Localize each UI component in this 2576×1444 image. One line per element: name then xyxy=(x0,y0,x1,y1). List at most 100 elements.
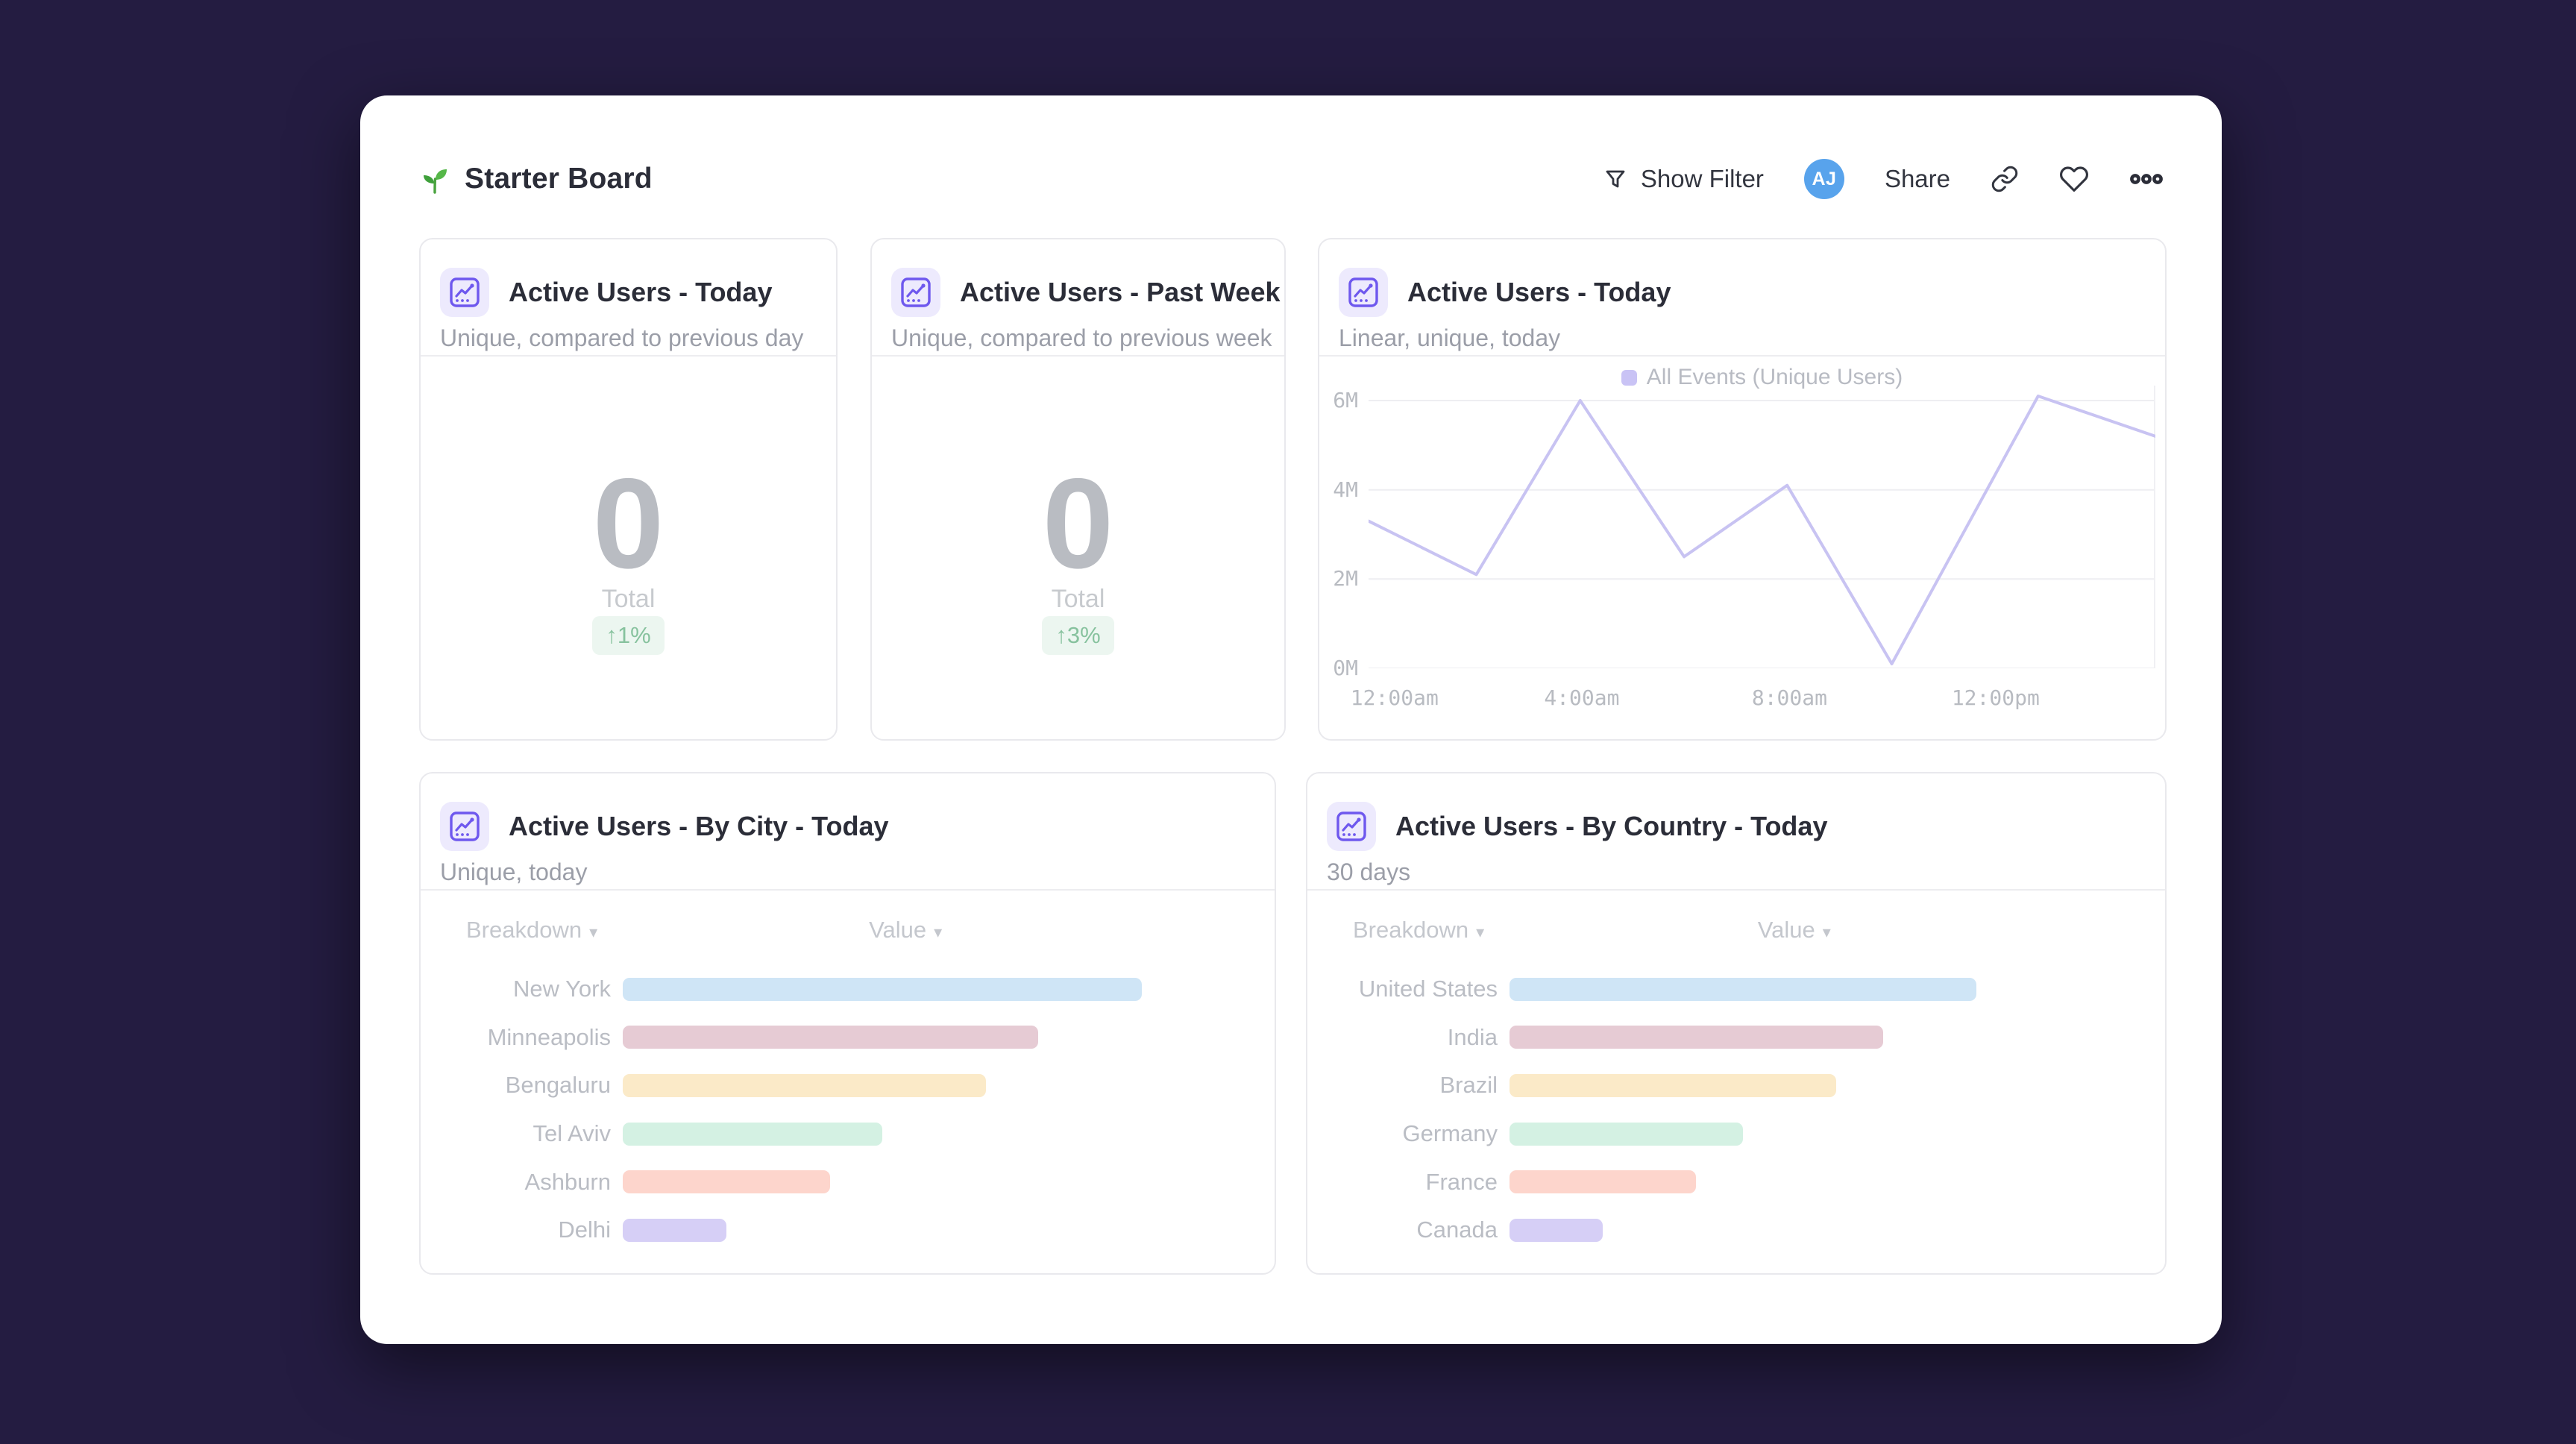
card-subtitle: Unique, compared to previous day xyxy=(440,324,804,351)
card-subtitle: Unique, compared to previous week xyxy=(891,324,1272,351)
value-column-dropdown[interactable]: Value ▾ xyxy=(869,917,943,943)
show-filter-label: Show Filter xyxy=(1640,165,1764,192)
kpi-badge-row: ↑1% xyxy=(421,616,836,655)
page-title: Starter Board xyxy=(465,163,653,195)
chart-icon xyxy=(440,268,489,317)
card-header: Active Users - Past Week Unique, compare… xyxy=(872,239,1284,357)
card-active-users-line-chart: Active Users - Today Linear, unique, tod… xyxy=(1318,238,2167,741)
row-label: Delhi xyxy=(558,1217,611,1243)
legend-swatch xyxy=(1621,369,1637,386)
value-bar xyxy=(623,1122,882,1146)
kpi-value-label: Total xyxy=(601,585,656,613)
delta-badge: ↑3% xyxy=(1042,616,1114,655)
card-subtitle: Linear, unique, today xyxy=(1339,324,1561,351)
row-label: Brazil xyxy=(1439,1072,1498,1099)
card-active-users-by-country: Active Users - By Country - Today 30 day… xyxy=(1306,772,2167,1275)
card-subtitle: 30 days xyxy=(1327,858,1411,885)
breakdown-column-dropdown[interactable]: Breakdown ▾ xyxy=(1353,917,1485,943)
kpi-value: 0 xyxy=(1042,452,1114,595)
line-series xyxy=(1369,395,2155,665)
bar-track xyxy=(623,1170,1142,1194)
bar-track xyxy=(623,977,1142,1001)
value-bar xyxy=(623,977,1142,1001)
line-chart-plot xyxy=(1369,386,2155,668)
row-label: Minneapolis xyxy=(487,1023,611,1050)
card-subtitle: Unique, today xyxy=(440,858,588,885)
funnel-icon xyxy=(1602,166,1629,192)
chevron-down-icon: ▾ xyxy=(1476,923,1485,941)
value-bar xyxy=(623,1026,1038,1049)
bar-track xyxy=(1510,1170,1976,1194)
card-title[interactable]: Active Users - Today xyxy=(509,277,773,307)
value-bar xyxy=(1510,1218,1603,1242)
share-label: Share xyxy=(1884,165,1950,192)
card-title[interactable]: Active Users - By Country - Today xyxy=(1395,811,1828,841)
x-tick-label: 12:00pm xyxy=(1951,685,2040,710)
chart-icon xyxy=(1327,802,1376,851)
row-label: Canada xyxy=(1416,1217,1498,1243)
value-bar xyxy=(623,1218,727,1242)
table-row: Brazil xyxy=(1307,1061,2165,1110)
chart-icon xyxy=(1339,268,1388,317)
city-rows: New York Minneapolis Bengaluru Tel Aviv Ashb… xyxy=(421,965,1275,1255)
breakdown-column-dropdown[interactable]: Breakdown ▾ xyxy=(466,917,598,943)
bar-track xyxy=(1510,1122,1976,1146)
chart-icon xyxy=(891,268,940,317)
value-bar xyxy=(1510,977,1976,1001)
chevron-down-icon: ▾ xyxy=(589,923,598,941)
value-bar xyxy=(623,1073,987,1097)
row-label: New York xyxy=(513,976,611,1002)
card-header: Active Users - Today Linear, unique, tod… xyxy=(1319,239,2165,357)
table-row: Tel Aviv xyxy=(421,1110,1275,1158)
card-active-users-today: Active Users - Today Unique, compared to… xyxy=(419,238,838,741)
bar-track xyxy=(623,1218,1142,1242)
row-label: Tel Aviv xyxy=(533,1120,611,1147)
card-header: Active Users - By Country - Today 30 day… xyxy=(1307,773,2165,891)
chevron-down-icon: ▾ xyxy=(1822,923,1831,941)
kpi-body: 0 Total ↑1% xyxy=(421,355,836,739)
value-column-dropdown[interactable]: Value ▾ xyxy=(1757,917,1831,943)
table-row: Minneapolis xyxy=(421,1014,1275,1062)
bar-track xyxy=(623,1073,1142,1097)
table-row: New York xyxy=(421,965,1275,1014)
table-row: Bengaluru xyxy=(421,1061,1275,1110)
card-header: Active Users - By City - Today Unique, t… xyxy=(421,773,1275,891)
more-options-icon[interactable] xyxy=(2129,164,2164,194)
x-tick-label: 8:00am xyxy=(1751,685,1827,710)
value-bar xyxy=(1510,1122,1743,1146)
show-filter-button[interactable]: Show Filter xyxy=(1602,165,1764,193)
card-title[interactable]: Active Users - Today xyxy=(1407,277,1671,307)
row-label: United States xyxy=(1358,976,1498,1002)
delta-badge: ↑1% xyxy=(592,616,665,655)
avatar[interactable]: AJ xyxy=(1803,159,1844,199)
y-tick-label: 4M xyxy=(1333,477,1358,502)
chart-legend: All Events (Unique Users) xyxy=(1369,365,2155,390)
x-tick-label: 4:00am xyxy=(1544,685,1620,710)
seedling-icon xyxy=(418,163,451,195)
card-active-users-past-week: Active Users - Past Week Unique, compare… xyxy=(870,238,1286,741)
bar-track xyxy=(1510,1218,1976,1242)
row-label: Bengaluru xyxy=(505,1072,611,1099)
dashboard-header: Starter Board Show Filter AJ Share xyxy=(418,142,2164,216)
row-label: France xyxy=(1425,1168,1498,1195)
chart-icon xyxy=(440,802,489,851)
kpi-value: 0 xyxy=(592,452,665,595)
value-bar xyxy=(1510,1170,1697,1194)
y-tick-label: 2M xyxy=(1333,566,1358,591)
share-button[interactable]: Share xyxy=(1885,165,1950,193)
link-icon[interactable] xyxy=(1991,165,2019,193)
table-row: India xyxy=(1307,1014,2165,1062)
card-title[interactable]: Active Users - By City - Today xyxy=(509,811,889,841)
card-header: Active Users - Today Unique, compared to… xyxy=(421,239,836,357)
heart-icon[interactable] xyxy=(2059,164,2089,194)
bar-track xyxy=(623,1026,1142,1049)
dashboard-panel: Starter Board Show Filter AJ Share xyxy=(360,95,2222,1344)
bar-track xyxy=(1510,1026,1976,1049)
bar-track xyxy=(1510,1073,1976,1097)
card-title[interactable]: Active Users - Past Week xyxy=(960,277,1281,307)
row-label: Ashburn xyxy=(524,1168,611,1195)
table-row: Ashburn xyxy=(421,1158,1275,1206)
y-tick-label: 6M xyxy=(1333,388,1358,412)
row-label: Germany xyxy=(1402,1120,1498,1147)
